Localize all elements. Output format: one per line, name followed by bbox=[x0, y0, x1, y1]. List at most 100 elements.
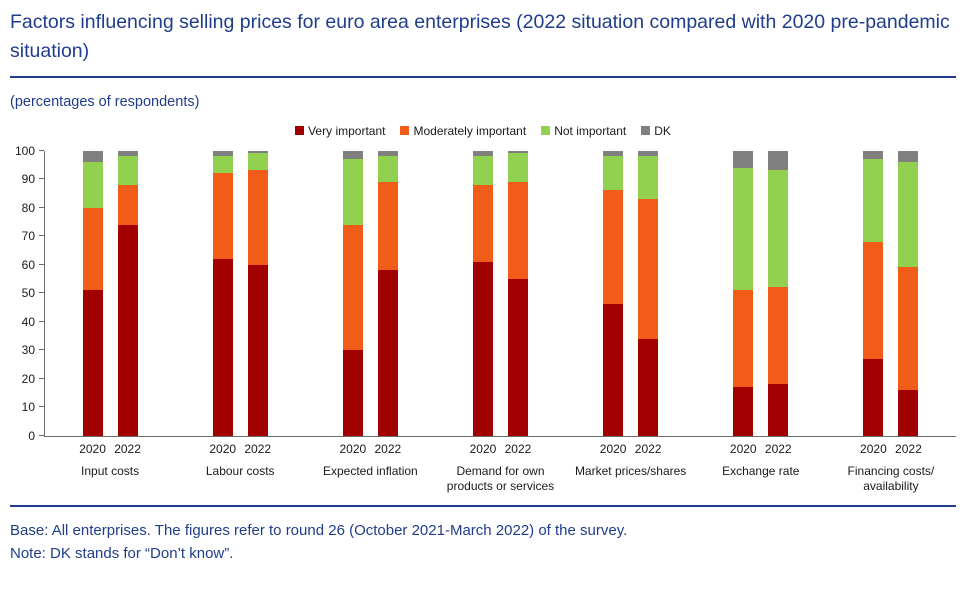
years-row: 2020 2022 bbox=[826, 437, 956, 456]
bar-segment bbox=[768, 287, 789, 385]
bar-group: 2020 2022 Financing costs/ availability bbox=[825, 150, 956, 496]
bar-segment bbox=[82, 161, 103, 208]
y-tick-mark bbox=[39, 349, 44, 350]
bar-segment bbox=[212, 173, 233, 259]
year-label: 2020 bbox=[469, 441, 497, 456]
years-row: 2020 2022 bbox=[175, 437, 305, 456]
legend-swatch-icon bbox=[400, 126, 410, 135]
bar-segment bbox=[603, 304, 624, 436]
bars-row bbox=[695, 150, 826, 437]
bars-row bbox=[175, 150, 306, 437]
bar-group: 2020 2022 Exchange rate bbox=[695, 150, 826, 496]
bar-segment bbox=[472, 184, 493, 262]
legend-swatch-icon bbox=[295, 126, 305, 135]
y-tick-mark bbox=[39, 406, 44, 407]
bar-segment bbox=[898, 150, 919, 162]
year-label: 2022 bbox=[764, 441, 792, 456]
legend-label: Moderately important bbox=[413, 123, 527, 138]
plot-area: 2020 2022 Input costs 2020 2022 Labour costs 2… bbox=[44, 150, 956, 496]
years-row: 2020 2022 bbox=[305, 437, 435, 456]
bar-segment bbox=[638, 156, 659, 199]
stacked-bar bbox=[638, 150, 659, 436]
bar-segment bbox=[82, 290, 103, 436]
bar-segment bbox=[733, 167, 754, 291]
y-tick-label: 40 bbox=[21, 314, 35, 329]
bar-segment bbox=[247, 153, 268, 171]
y-tick-mark bbox=[39, 149, 44, 151]
y-tick-mark bbox=[39, 377, 44, 379]
bar-segment bbox=[733, 150, 754, 168]
legend-label: DK bbox=[654, 123, 671, 138]
group-label: Market prices/shares bbox=[574, 463, 687, 478]
year-label: 2022 bbox=[895, 441, 922, 456]
chart-subtitle: (percentages of respondents) bbox=[10, 93, 200, 110]
bar-segment bbox=[863, 241, 884, 359]
legend-item: Very important bbox=[295, 124, 385, 138]
bar-segment bbox=[733, 387, 754, 436]
y-tick-mark bbox=[39, 178, 44, 179]
y-axis: 0 10 20 30 40 50 60 70 80 90 100 bbox=[10, 144, 44, 443]
bar-segment bbox=[117, 150, 138, 157]
stacked-bar bbox=[863, 150, 884, 436]
bars-row bbox=[305, 150, 436, 437]
y-tick-label: 90 bbox=[21, 172, 35, 186]
group-label: Expected inflation bbox=[322, 463, 418, 478]
bar-segment bbox=[898, 161, 919, 268]
legend-item: DK bbox=[641, 124, 671, 138]
y-tick-mark bbox=[39, 292, 44, 293]
page-title: Factors influencing selling prices for e… bbox=[10, 11, 950, 63]
bar-segment bbox=[768, 150, 789, 171]
groups-row: 2020 2022 Input costs 2020 2022 Labour costs 2… bbox=[45, 150, 956, 496]
bar-segment bbox=[377, 181, 398, 271]
report-page: Factors influencing selling prices for e… bbox=[10, 8, 956, 565]
y-tick-mark bbox=[39, 434, 44, 436]
bar-segment bbox=[507, 181, 528, 279]
bar-segment bbox=[342, 224, 363, 350]
legend-label: Not important bbox=[554, 123, 627, 138]
stacked-bar bbox=[768, 150, 789, 436]
bar-segment bbox=[507, 278, 528, 436]
bar-segment bbox=[603, 190, 624, 305]
bar-segment bbox=[638, 150, 659, 157]
bar-segment bbox=[898, 389, 919, 436]
chart: Very important Moderately important Not im… bbox=[10, 124, 956, 496]
bars-row bbox=[45, 150, 176, 437]
bar-segment bbox=[507, 150, 528, 154]
y-tick-label: 0 bbox=[28, 428, 35, 443]
legend-item: Moderately important bbox=[400, 124, 526, 138]
chart-body: 0 10 20 30 40 50 60 70 80 90 100 2020 2022 Input cos… bbox=[10, 144, 956, 496]
years-row: 2020 2022 bbox=[435, 437, 565, 456]
year-label: 2020 bbox=[599, 441, 627, 456]
bar-segment bbox=[863, 150, 884, 160]
bar-segment bbox=[342, 150, 363, 160]
legend-swatch-icon bbox=[541, 126, 551, 135]
years-row: 2020 2022 bbox=[696, 437, 826, 456]
group-label: Demand for own products or services bbox=[446, 463, 555, 493]
bar-group: 2020 2022 Labour costs bbox=[175, 150, 306, 496]
bar-segment bbox=[212, 156, 233, 174]
group-label: Input costs bbox=[81, 463, 140, 478]
stacked-bar bbox=[117, 150, 138, 436]
bar-segment bbox=[863, 358, 884, 436]
y-axis-line bbox=[44, 150, 45, 437]
bar-segment bbox=[82, 207, 103, 291]
legend-item: Not important bbox=[541, 124, 626, 138]
stacked-bar bbox=[603, 150, 624, 436]
bar-segment bbox=[117, 224, 138, 436]
y-tick-mark bbox=[39, 320, 44, 322]
years-row: 2020 2022 bbox=[45, 437, 175, 456]
stacked-bar bbox=[507, 150, 528, 436]
stacked-bar bbox=[247, 150, 268, 436]
year-label: 2022 bbox=[504, 441, 532, 456]
year-label: 2022 bbox=[244, 441, 272, 456]
stacked-bar bbox=[898, 150, 919, 436]
bars-row bbox=[435, 150, 566, 437]
year-label: 2020 bbox=[339, 441, 367, 456]
stacked-bar bbox=[82, 150, 103, 436]
y-tick-label: 60 bbox=[21, 257, 35, 272]
bar-segment bbox=[472, 261, 493, 436]
bar-segment bbox=[377, 156, 398, 182]
footer-base-text: Base: All enterprises. The figures refer… bbox=[10, 521, 628, 539]
years-row: 2020 2022 bbox=[566, 437, 696, 456]
y-tick-label: 100 bbox=[14, 143, 35, 158]
